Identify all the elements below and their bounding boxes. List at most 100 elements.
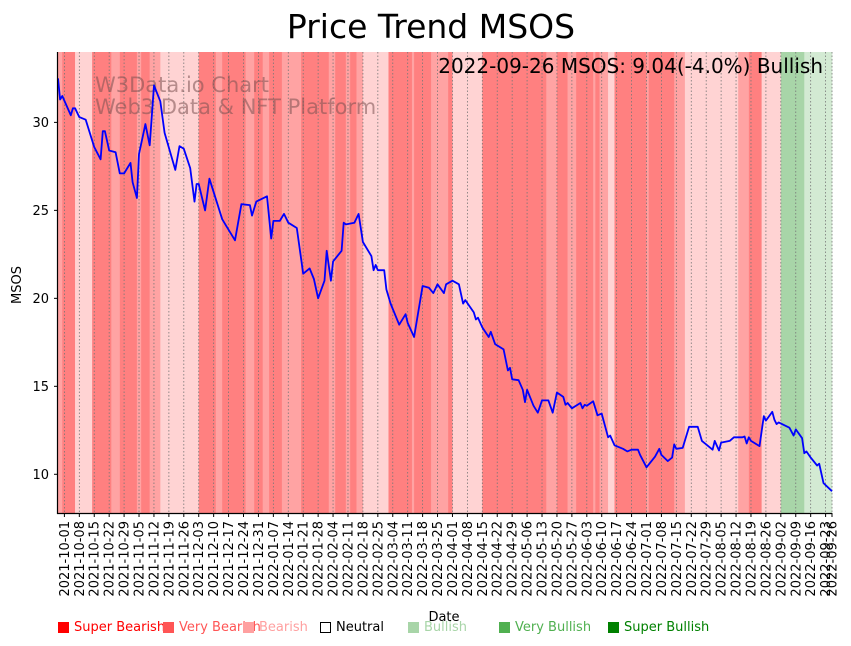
sentiment-band-very-bearish xyxy=(599,52,609,513)
x-tick-label: 2022-05-20 xyxy=(550,521,565,597)
sentiment-band-very-bearish xyxy=(356,52,364,513)
x-tick-label: 2021-12-03 xyxy=(192,521,207,597)
sentiment-band-very-bearish xyxy=(431,52,449,513)
sentiment-band-bullish xyxy=(804,52,833,513)
x-tick-label: 2022-03-18 xyxy=(416,521,431,597)
sentiment-band-very-bearish xyxy=(149,52,161,513)
x-tick-label: 2021-11-05 xyxy=(133,521,148,597)
sentiment-band-very-bearish xyxy=(593,52,596,513)
y-tick-label: 25 xyxy=(32,204,49,219)
x-tick-label: 2022-05-13 xyxy=(536,521,551,597)
x-tick-label: 2022-04-29 xyxy=(506,521,521,597)
sentiment-band-super-bearish xyxy=(269,52,283,513)
sentiment-band-super-bearish xyxy=(350,52,357,513)
sentiment-band-very-bearish xyxy=(646,52,649,513)
x-tick-label: 2022-04-22 xyxy=(491,521,506,597)
sentiment-band-very-bearish xyxy=(546,52,558,513)
watermark: W3Data.io Chart Web3 Data & NFT Platform xyxy=(95,73,376,119)
x-tick-label: 2022-06-03 xyxy=(580,521,595,597)
sentiment-band-super-bearish xyxy=(556,52,568,513)
x-tick-label: 2022-01-07 xyxy=(267,521,282,597)
legend-item-neutral: Neutral xyxy=(320,620,384,635)
sentiment-band-very-bearish xyxy=(411,52,415,513)
price-annotation: 2022-09-26 MSOS: 9.04(-4.0%) Bullish xyxy=(438,54,823,78)
x-tick-label: 2022-02-04 xyxy=(327,521,342,597)
x-tick-label: 2022-08-05 xyxy=(715,521,730,597)
x-tick-label: 2022-08-12 xyxy=(730,521,745,597)
x-tick-label: 2021-10-08 xyxy=(73,521,88,597)
sentiment-band-super-bearish xyxy=(62,52,76,513)
x-tick-label: 2022-02-18 xyxy=(356,521,371,597)
x-tick-label: 2022-09-02 xyxy=(774,521,789,597)
legend-swatch-icon xyxy=(608,622,619,633)
legend-item-bullish: Bullish xyxy=(408,620,467,635)
x-tick-label: 2022-04-08 xyxy=(461,521,476,597)
legend-swatch-icon xyxy=(58,622,69,633)
sentiment-band-super-bearish xyxy=(595,52,600,513)
legend-item-bearish: Bearish xyxy=(243,620,308,635)
sentiment-band-very-bearish xyxy=(738,52,750,513)
x-tick-label: 2022-01-28 xyxy=(312,521,327,597)
x-tick-label: 2022-05-27 xyxy=(565,521,580,597)
x-tick-label: 2021-12-24 xyxy=(237,521,252,597)
legend-item-very-bullish: Very Bullish xyxy=(499,620,591,635)
sentiment-band-very-bearish xyxy=(262,52,270,513)
sentiment-band-very-bullish xyxy=(780,52,805,513)
y-ticks: 10 15 20 25 30 xyxy=(32,116,58,483)
x-tick-label: 2022-02-25 xyxy=(371,521,386,597)
sentiment-band-super-bearish xyxy=(198,52,217,513)
x-tick-label: 2022-07-22 xyxy=(685,521,700,597)
sentiment-band-very-bearish xyxy=(245,52,255,513)
x-tick-label: 2022-04-01 xyxy=(446,521,461,597)
legend-label: Super Bullish xyxy=(624,620,710,635)
sentiment-band-bearish xyxy=(684,52,739,513)
x-tick-label: 2021-10-01 xyxy=(58,521,73,597)
x-tick-label: 2022-09-26 xyxy=(826,521,841,597)
x-tick-label: 2021-11-26 xyxy=(177,521,192,597)
sentiment-band-very-bearish xyxy=(567,52,577,513)
x-tick-label: 2022-07-29 xyxy=(700,521,715,597)
legend-label: Bullish xyxy=(424,620,468,635)
sentiment-band-very-bearish xyxy=(345,52,351,513)
sentiment-band-very-bearish xyxy=(136,52,142,513)
x-tick-label: 2022-04-15 xyxy=(476,521,491,597)
axes xyxy=(56,52,832,515)
sentiment-band-super-bearish xyxy=(748,52,762,513)
x-tick-label: 2021-10-22 xyxy=(103,521,118,597)
x-tick-label: 2022-01-14 xyxy=(282,521,297,597)
price-line xyxy=(57,78,833,492)
y-tick-label: 20 xyxy=(32,292,49,307)
sentiment-band-super-bearish xyxy=(141,52,150,513)
x-tick-label: 2022-06-10 xyxy=(595,521,610,597)
sentiment-band-super-bearish xyxy=(222,52,246,513)
sentiment-band-super-bearish xyxy=(335,52,347,513)
sentiment-band-super-bearish xyxy=(482,52,547,513)
sentiment-band-super-bearish xyxy=(414,52,432,513)
legend-swatch-icon xyxy=(320,622,331,633)
x-tick-label: 2022-09-16 xyxy=(804,521,819,597)
watermark-line-1: W3Data.io Chart xyxy=(95,73,269,97)
legend-item-super-bullish: Super Bullish xyxy=(608,620,709,635)
x-tick-label: 2022-06-24 xyxy=(625,521,640,597)
sentiment-band-very-bearish xyxy=(58,52,63,513)
x-tick-label: 2021-10-15 xyxy=(88,521,103,597)
sentiment-band-bearish xyxy=(160,52,200,513)
x-tick-label: 2022-03-25 xyxy=(431,521,446,597)
sentiment-band-super-bearish xyxy=(648,52,675,513)
x-tick-label: 2022-06-17 xyxy=(610,521,625,597)
legend-swatch-icon xyxy=(499,622,510,633)
sentiment-band-super-bearish xyxy=(388,52,413,513)
legend-item-very-bearish: Very Bearish xyxy=(163,620,261,635)
x-ticks: 2021-10-01 2021-10-08 2021-10-15 2021-10-22… xyxy=(58,513,841,597)
x-tick-label: 2021-12-17 xyxy=(222,521,237,597)
x-tick-label: 2021-10-29 xyxy=(118,521,133,597)
legend-label: Very Bearish xyxy=(179,620,261,635)
x-tick-label: 2021-11-12 xyxy=(147,521,162,597)
sentiment-band-super-bearish xyxy=(614,52,647,513)
x-tick-label: 2022-05-06 xyxy=(521,521,536,597)
x-tick-label: 2022-03-11 xyxy=(401,521,416,597)
x-tick-label: 2021-12-31 xyxy=(252,521,267,597)
sentiment-band-bearish xyxy=(761,52,782,513)
x-tick-label: 2021-11-19 xyxy=(162,521,177,597)
